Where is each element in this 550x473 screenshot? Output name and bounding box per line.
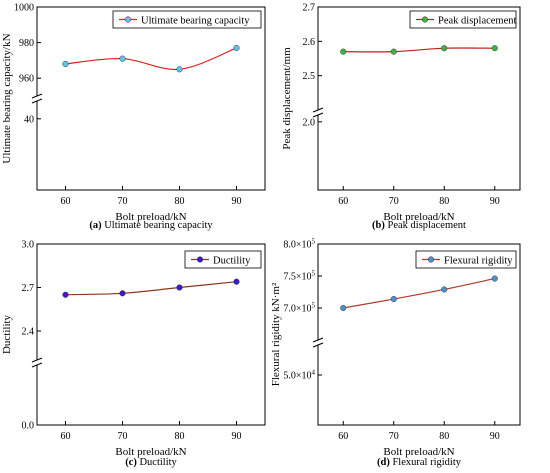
axis-break-mark: [312, 342, 324, 348]
axis-break-mark: [31, 362, 43, 368]
panel-caption: (d) Flexural rigidity: [377, 457, 462, 468]
x-tick-label: 80: [175, 431, 185, 442]
axis-break-mark: [312, 112, 324, 118]
chart-panel-a: 60 70 80 90 960 980 1000 40 Bolt preload/kN Ultim…: [1, 3, 266, 231]
y-axis-title: Peak displacement/mm: [281, 47, 293, 150]
data-point: [441, 286, 448, 293]
x-tick-label: 90: [232, 431, 242, 442]
series-line: [343, 47, 495, 53]
data-point: [340, 304, 347, 312]
legend-box: [409, 10, 517, 29]
axis-break-gap: [314, 110, 322, 115]
x-tick-label: 70: [389, 196, 399, 207]
legend-label: Peak displacement: [438, 16, 517, 27]
x-tick-label: 80: [175, 196, 185, 207]
x-axis-title: Bolt preload/kN: [383, 211, 454, 223]
axis-break-mark: [312, 337, 324, 343]
data-point: [176, 66, 183, 73]
legend-box: [112, 10, 262, 29]
x-axis-title: Bolt preload/kN: [383, 446, 454, 458]
x-tick-label: 90: [490, 431, 500, 442]
series-line: [65, 47, 237, 70]
y-tick-label: 2.0: [303, 117, 316, 128]
data-point: [176, 284, 183, 291]
legend-box: [415, 250, 517, 269]
y-tick-label: 2.6: [303, 37, 316, 48]
y-tick-label: 7.5×105: [283, 270, 315, 283]
y-tick-label: 2.4: [22, 327, 35, 338]
legend-label: Ductility: [213, 256, 251, 267]
chart-panel-d: 60 70 80 90 7.0×105 7.5×105 8.0×105 5.0×104 Bolt…: [270, 238, 521, 468]
axis-break-gap: [33, 96, 41, 101]
y-axis-title: Ultimate bearing capacity/kN: [1, 33, 13, 163]
y-tick-label: 8.0×105: [283, 238, 315, 251]
axis-break-gap: [314, 340, 322, 345]
y-tick-label: 960: [19, 74, 34, 85]
axis-break-gap: [33, 360, 41, 365]
series-line: [65, 281, 237, 296]
legend-marker: [421, 16, 429, 23]
data-point: [340, 48, 347, 55]
legend-label: Ultimate bearing capacity: [141, 16, 250, 27]
data-point: [233, 278, 240, 285]
panel-caption: (a) Ultimate bearing capacity: [89, 220, 213, 231]
plot-frame: [317, 243, 521, 426]
data-point: [62, 60, 69, 68]
y-tick-label: 40: [24, 114, 34, 125]
x-tick-label: 60: [338, 196, 348, 207]
legend-marker: [196, 256, 204, 263]
series-line: [343, 277, 495, 309]
y-axis-title: Flexural rigidity kN·m²: [270, 282, 282, 386]
chart-panel-c: 60 70 80 90 2.4 2.7 3.0 0.0 Bolt preload/kN Ducti…: [1, 240, 266, 468]
data-point: [390, 295, 397, 303]
y-tick-label: 980: [19, 38, 34, 49]
x-axis-title: Bolt preload/kN: [115, 446, 186, 458]
x-tick-label: 70: [389, 431, 399, 442]
plot-frame: [36, 243, 266, 426]
x-tick-label: 70: [118, 196, 128, 207]
axis-break-mark: [31, 93, 43, 99]
data-point: [119, 290, 126, 297]
axis-break-mark: [312, 107, 324, 113]
legend-marker: [124, 16, 132, 23]
x-tick-label: 70: [118, 431, 128, 442]
y-tick-label: 0.0: [22, 421, 35, 432]
y-tick-label: 1000: [14, 3, 34, 14]
data-point: [390, 48, 397, 55]
axis-break-mark: [31, 98, 43, 104]
data-point: [491, 45, 498, 52]
x-tick-label: 60: [61, 196, 71, 207]
plot-frame: [317, 6, 521, 191]
plot-frame: [36, 6, 266, 191]
y-tick-label: 2.5: [303, 71, 316, 82]
x-tick-label: 90: [490, 196, 500, 207]
data-point: [441, 45, 448, 52]
y-axis-title: Ductility: [1, 314, 13, 354]
y-tick-label: 2.7: [303, 3, 316, 14]
panel-caption: (c) Ductility: [125, 457, 177, 468]
x-tick-label: 60: [338, 431, 348, 442]
data-point: [491, 275, 498, 282]
x-axis-title: Bolt preload/kN: [115, 211, 186, 223]
axis-break-mark: [31, 357, 43, 363]
x-tick-label: 80: [439, 196, 449, 207]
x-tick-label: 90: [232, 196, 242, 207]
y-tick-label: 2.7: [22, 283, 35, 294]
x-tick-label: 60: [61, 431, 71, 442]
data-point: [233, 44, 240, 51]
data-point: [62, 291, 69, 298]
chart-panel-b: 60 70 80 90 2.5 2.6 2.7 2.0 Bolt preload/kN Peak …: [281, 3, 521, 231]
legend-marker: [427, 256, 435, 263]
legend-label: Flexural rigidity: [444, 256, 513, 267]
y-tick-label: 7.0×105: [283, 302, 315, 315]
legend-box: [184, 250, 262, 269]
y-tick-label: 5.0×104: [283, 369, 315, 382]
panel-caption: (b) Peak displacement: [372, 220, 466, 231]
data-point: [119, 55, 126, 62]
y-tick-label: 3.0: [22, 240, 35, 251]
x-tick-label: 80: [439, 431, 449, 442]
